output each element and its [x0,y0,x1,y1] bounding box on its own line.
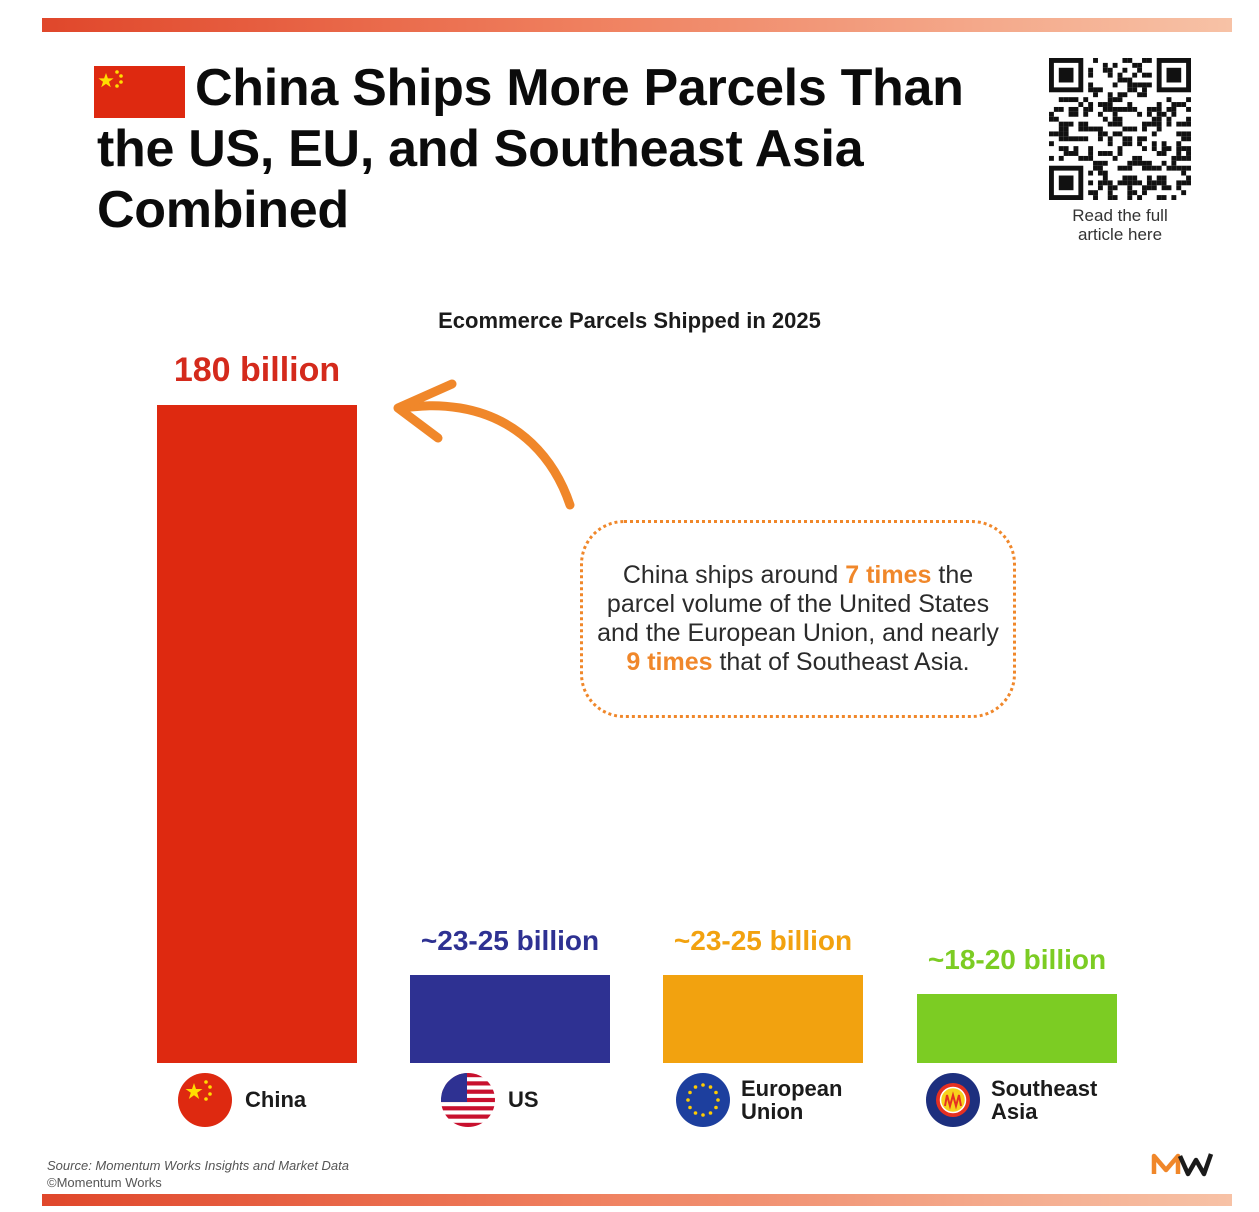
callout-highlight-2: 9 times [626,648,713,676]
bar-eu [663,975,863,1063]
momentum-works-logo-icon [1151,1153,1214,1177]
page-title: China Ships More Parcels Than the US, EU… [97,58,1037,241]
category-label-southeast-asia: Southeast Asia [991,1076,1098,1124]
china-flag-icon [178,1073,232,1127]
qr-caption-line-1: Read the full [1072,206,1168,225]
eu-flag-icon [676,1073,730,1127]
bar-southeast-asia [917,993,1117,1063]
qr-code-icon[interactable] [1049,58,1191,200]
bar-us [410,975,610,1063]
us-flag-icon [441,1073,495,1127]
top-accent-band [42,18,1232,32]
source-note: Source: Momentum Works Insights and Mark… [47,1158,350,1173]
bar-value-label-southeast-asia: ~18-20 billion [927,943,1107,975]
category-label-us: US [508,1087,539,1112]
asean-flag-icon [926,1073,980,1127]
bar-value-label-china: 180 billion [173,351,341,389]
bar-china [157,405,357,1063]
bar-value-label-eu: ~23-25 billion [673,925,853,957]
bar-value-label-us: ~23-25 billion [420,925,600,957]
callout-highlight-1: 7 times [845,561,932,589]
qr-caption-line-2: article here [1077,225,1163,244]
category-label-eu: European Union [741,1076,843,1124]
china-flag-icon [94,66,185,118]
category-label-china: China [245,1087,307,1112]
bottom-accent-band [42,1194,1232,1206]
title-line-1: China Ships More Parcels Than [195,59,964,117]
title-line-2: the US, EU, and Southeast Asia [97,120,864,178]
copyright-note: ©Momentum Works [47,1175,162,1190]
callout-text-part-1: China ships around [622,561,846,589]
chart-title: Ecommerce Parcels Shipped in 2025 [438,308,821,333]
callout-box: China ships around 7 times the parcel vo… [580,520,1016,718]
qr-caption: Read the full article here [1040,206,1200,244]
callout-text-part-2: the parcel volume of the United States a… [597,561,999,647]
callout-text: China ships around 7 times the parcel vo… [597,561,999,677]
callout-text-part-3: that of Southeast Asia. [712,648,970,676]
title-line-3: Combined [97,181,349,239]
arrow-icon [393,379,575,510]
